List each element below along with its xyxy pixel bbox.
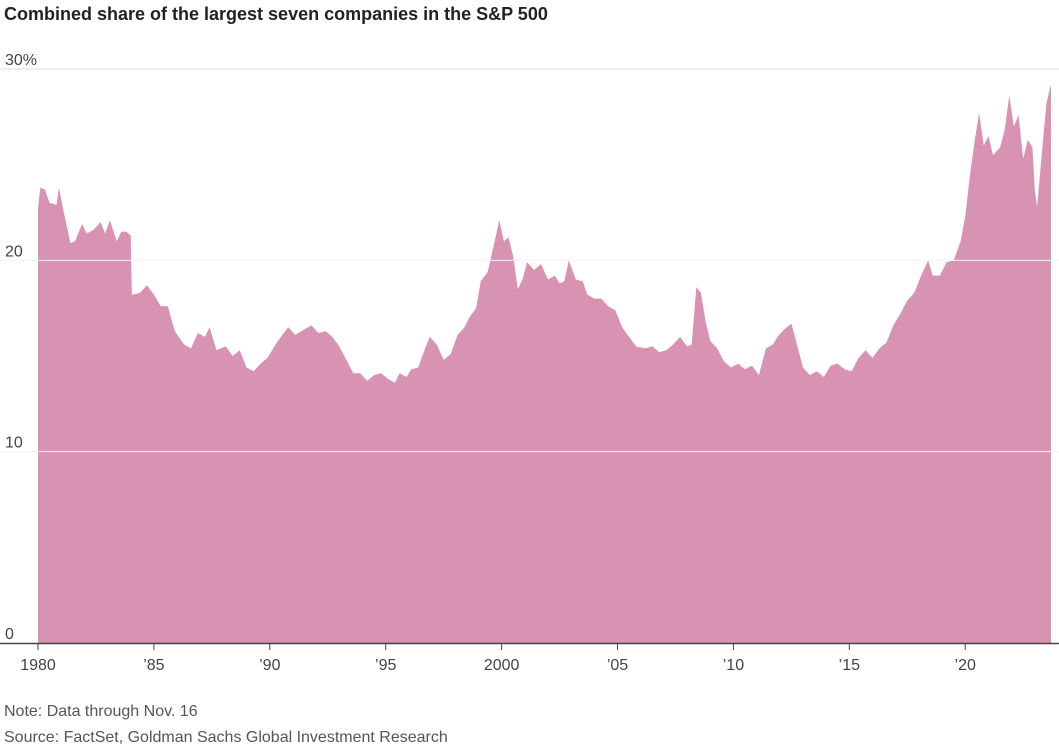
x-tick-label: ’15 xyxy=(839,657,860,674)
x-tick-label: 1980 xyxy=(20,657,56,674)
x-tick-label: 2000 xyxy=(484,657,520,674)
y-tick-label: 0 xyxy=(5,626,14,643)
x-tick-label: ’05 xyxy=(607,657,628,674)
source: Source: FactSet, Goldman Sachs Global In… xyxy=(4,729,448,746)
y-tick-label: 20 xyxy=(5,243,23,260)
note: Note: Data through Nov. 16 xyxy=(4,703,198,720)
x-tick-label: ’90 xyxy=(259,657,280,674)
y-tick-label: 30% xyxy=(5,52,37,69)
area xyxy=(38,84,1051,644)
x-tick-label: ’95 xyxy=(375,657,396,674)
x-tick-label: ’10 xyxy=(723,657,744,674)
x-tick-label: ’85 xyxy=(143,657,164,674)
chart-title: Combined share of the largest seven comp… xyxy=(4,4,548,24)
y-tick-label: 10 xyxy=(5,435,23,452)
x-tick-label: ’20 xyxy=(955,657,976,674)
